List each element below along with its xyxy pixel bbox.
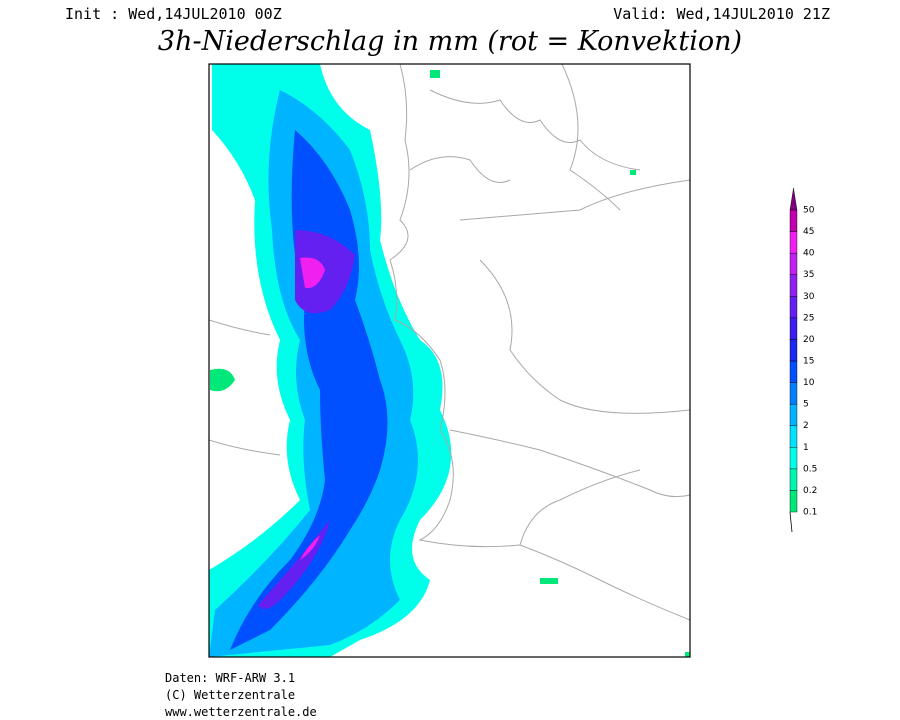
map-frame (208, 63, 691, 658)
colorbar-band (789, 447, 798, 470)
colorbar-label: 0.5 (803, 464, 817, 474)
footer-url: www.wetterzentrale.de (165, 705, 317, 719)
colorbar-label: 5 (803, 400, 809, 410)
colorbar-band (789, 274, 798, 297)
valid-time: Valid: Wed,14JUL2010 21Z (613, 5, 830, 23)
map-title: 3h-Niederschlag in mm (rot = Konvektion) (158, 26, 742, 57)
colorbar-label: 0.1 (803, 508, 817, 518)
country-border (209, 64, 690, 546)
map-area (209, 64, 690, 657)
colorbar-band (789, 490, 798, 513)
colorbar-band (789, 339, 798, 362)
colorbar-top-arrow (789, 187, 798, 211)
colorbar-band (789, 425, 798, 448)
colorbar-band (789, 382, 798, 405)
colorbar-bottom-tail (789, 511, 793, 533)
colorbar-band (789, 209, 798, 232)
colorbar-label: 15 (803, 357, 814, 367)
init-time: Init : Wed,14JUL2010 00Z (65, 5, 282, 23)
colorbar-band (789, 317, 798, 340)
colorbar-band (789, 360, 798, 383)
footer-copyright: (C) Wetterzentrale (165, 688, 295, 702)
colorbar-label: 40 (803, 249, 815, 259)
colorbar-label: 25 (803, 313, 814, 323)
footer-data: Daten: WRF-ARW 3.1 (165, 671, 295, 685)
precip-intense (258, 230, 355, 609)
colorbar-label: 1 (803, 443, 809, 453)
colorbar-label: 50 (803, 206, 815, 216)
colorbar-label: 45 (803, 227, 814, 237)
country-border (389, 64, 690, 621)
colorbar-band (789, 468, 798, 491)
colorbar-label: 2 (803, 421, 809, 431)
colorbar-band (789, 403, 798, 426)
colorbar-label: 30 (803, 292, 815, 302)
coastline (409, 89, 641, 183)
colorbar-band (789, 296, 798, 319)
colorbar-label: 20 (803, 335, 815, 345)
colorbar-label: 10 (803, 378, 815, 388)
colorbar-label: 0.2 (803, 486, 817, 496)
colorbar-label: 35 (803, 270, 814, 280)
colorbar-band (789, 231, 798, 254)
colorbar-band (789, 252, 798, 275)
